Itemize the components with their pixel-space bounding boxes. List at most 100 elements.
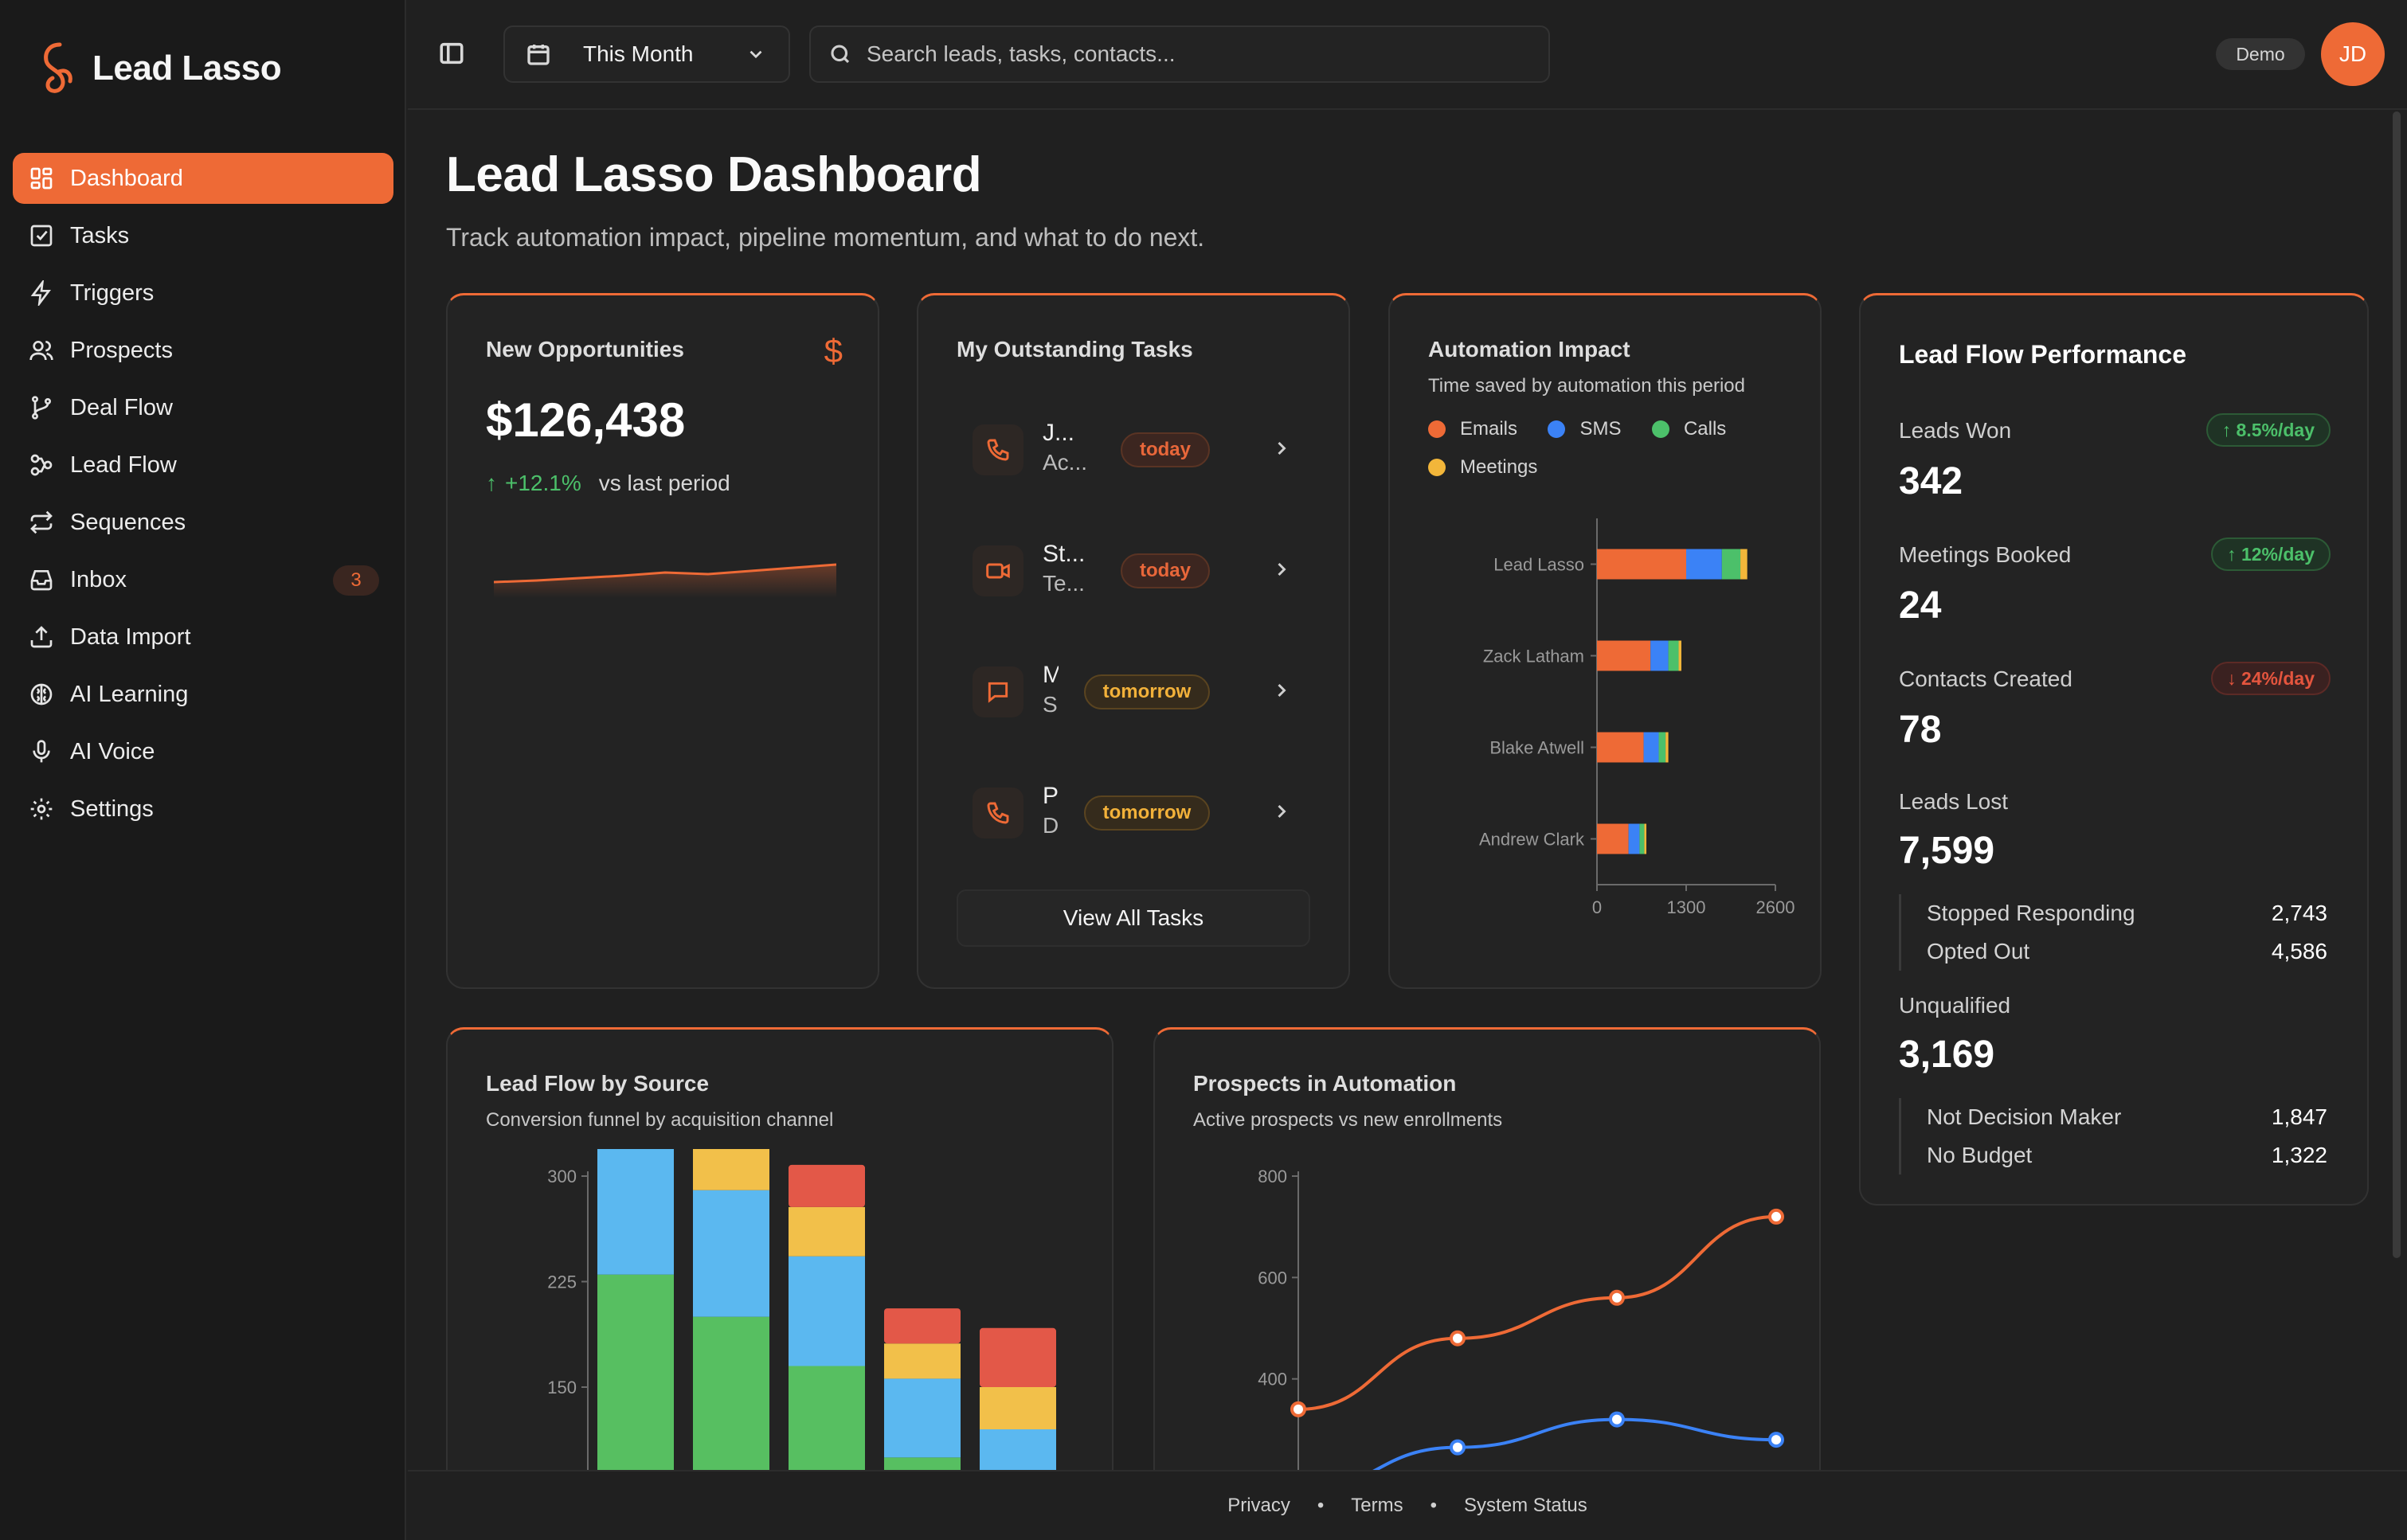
footer: Privacy • Terms • System Status xyxy=(408,1470,2407,1540)
task-row[interactable]: St... Te... today xyxy=(973,526,1291,622)
breakdown-value: 1,322 xyxy=(2271,1143,2327,1167)
workflow-icon xyxy=(27,451,56,479)
metric-value: 3,169 xyxy=(1899,1034,1995,1076)
legend-dot xyxy=(1651,420,1669,438)
sidebar-item-label: Dashboard xyxy=(70,165,183,191)
bar-segment xyxy=(1597,640,1651,671)
view-all-tasks-button[interactable]: View All Tasks xyxy=(957,889,1310,947)
breakdown-label: Not Decision Maker xyxy=(1927,1104,2122,1129)
bar-segment xyxy=(1665,732,1669,763)
lead-flow-source-chart: 75150225300 xyxy=(547,1149,1056,1483)
avatar[interactable]: JD xyxy=(2321,22,2385,86)
outstanding-tasks-card: My Outstanding Tasks J... Ac... today St… xyxy=(917,293,1350,989)
privacy-link[interactable]: Privacy xyxy=(1227,1495,1290,1516)
metric-label: Contacts Created xyxy=(1899,666,2072,691)
sidebar-item-label: Tasks xyxy=(70,222,130,248)
sidebar-item-settings[interactable]: Settings xyxy=(13,784,393,834)
legend-item: Calls xyxy=(1651,418,1726,440)
data-point xyxy=(1768,1208,1784,1225)
category-label: Blake Atwell xyxy=(1489,738,1584,758)
breakdown-value: 1,847 xyxy=(2271,1104,2327,1129)
search-input[interactable] xyxy=(867,41,1520,67)
bar-segment xyxy=(884,1343,961,1379)
task-desc: Te... xyxy=(1043,571,1085,596)
trend-badge: ↑ 8.5%/day xyxy=(2205,413,2331,447)
task-desc: Ac... xyxy=(1043,450,1088,475)
terms-link[interactable]: Terms xyxy=(1351,1495,1403,1516)
sidebar-item-label: Sequences xyxy=(70,509,186,535)
prospects-automation-card: Prospects in Automation Active prospects… xyxy=(1153,1027,1821,1521)
lead-flow-performance-card: Lead Flow Performance Leads Won ↑ 8.5%/d… xyxy=(1859,293,2369,1206)
due-badge: tomorrow xyxy=(1084,795,1210,831)
calendar-icon xyxy=(527,45,550,65)
bar-segment xyxy=(693,1316,769,1483)
task-name: M xyxy=(1043,662,1059,688)
brain-icon xyxy=(27,680,56,709)
sidebar-item-data-import[interactable]: Data Import xyxy=(13,612,393,663)
dollar-icon: $ xyxy=(824,332,843,369)
category-label: Zack Latham xyxy=(1483,647,1584,666)
breakdown-label: Opted Out xyxy=(1927,939,2030,963)
trend-badge: ↓ 24%/day xyxy=(2211,662,2331,695)
y-tick-label: 150 xyxy=(547,1378,577,1397)
sidebar-item-ai-voice[interactable]: AI Voice xyxy=(13,726,393,777)
task-row[interactable]: P D tomorrow xyxy=(973,768,1291,864)
legend-label: Meetings xyxy=(1460,456,1538,478)
repeat-icon xyxy=(27,508,56,537)
breakdown-label: No Budget xyxy=(1927,1143,2033,1167)
system-status-link[interactable]: System Status xyxy=(1464,1495,1587,1516)
bar-segment xyxy=(1740,549,1748,580)
card-title: Prospects in Automation xyxy=(1193,1071,1457,1096)
bar-segment xyxy=(1597,549,1686,580)
lasso-logo-icon xyxy=(44,42,72,93)
chart-legend: Emails SMS Calls Meetings xyxy=(1428,418,1794,494)
sidebar-item-tasks[interactable]: Tasks xyxy=(13,210,393,261)
automation-impact-card: Automation Impact Time saved by automati… xyxy=(1388,293,1822,989)
sidebar-toggle-button[interactable] xyxy=(438,40,470,68)
bolt-icon xyxy=(27,279,56,307)
sidebar-item-ai-learning[interactable]: AI Learning xyxy=(13,669,393,720)
sidebar-item-label: Settings xyxy=(70,795,154,822)
metric-label: Leads Lost xyxy=(1899,789,2008,814)
sidebar-item-sequences[interactable]: Sequences xyxy=(13,497,393,548)
sidebar-item-deal-flow[interactable]: Deal Flow xyxy=(13,382,393,433)
legend-label: SMS xyxy=(1579,418,1622,440)
page-subtitle: Track automation impact, pipeline moment… xyxy=(446,223,1205,252)
sidebar-item-dashboard[interactable]: Dashboard xyxy=(13,153,393,204)
sidebar-item-label: Prospects xyxy=(70,337,173,363)
sidebar-item-triggers[interactable]: Triggers xyxy=(13,268,393,319)
card-title: My Outstanding Tasks xyxy=(957,337,1193,362)
git-branch-icon xyxy=(27,393,56,422)
metric-label: Unqualified xyxy=(1899,993,2011,1018)
card-title: Lead Flow Performance xyxy=(1899,340,2186,369)
scrollbar[interactable] xyxy=(2393,111,2401,1258)
sidebar-item-inbox[interactable]: Inbox 3 xyxy=(13,554,393,605)
sidebar-item-prospects[interactable]: Prospects xyxy=(13,325,393,376)
task-row[interactable]: M S tomorrow xyxy=(973,647,1291,743)
breakdown-row: No Budget 1,322 xyxy=(1927,1136,2327,1175)
bar-segment xyxy=(789,1256,865,1366)
arrow-up-icon: ↑ xyxy=(486,471,497,495)
phone-icon xyxy=(973,424,1023,475)
arrow-down-icon: ↓ xyxy=(2227,667,2241,689)
mic-icon xyxy=(27,737,56,766)
task-row[interactable]: J... Ac... today xyxy=(973,405,1291,501)
data-point xyxy=(1450,1439,1466,1456)
y-tick-label: 800 xyxy=(1258,1167,1287,1186)
legend-dot xyxy=(1428,459,1446,476)
due-badge: today xyxy=(1121,553,1210,588)
breakdown-label: Stopped Responding xyxy=(1927,901,2135,925)
category-label: Lead Lasso xyxy=(1493,555,1584,575)
sidebar: Lead Lasso Dashboard Tasks Triggers Pros… xyxy=(0,0,406,1540)
date-range-select[interactable]: This Month xyxy=(503,25,790,83)
arrow-up-icon: ↑ xyxy=(2221,419,2237,440)
due-badge: today xyxy=(1121,432,1210,467)
topbar: This Month Demo JD xyxy=(408,0,2407,110)
dashboard-icon xyxy=(27,164,56,193)
series-line xyxy=(1340,1417,1777,1483)
card-subtitle: Active prospects vs new enrollments xyxy=(1193,1109,1503,1131)
logo[interactable]: Lead Lasso xyxy=(35,40,282,97)
bar-segment xyxy=(1721,549,1741,580)
sidebar-item-label: Triggers xyxy=(70,279,155,306)
sidebar-item-lead-flow[interactable]: Lead Flow xyxy=(13,440,393,491)
